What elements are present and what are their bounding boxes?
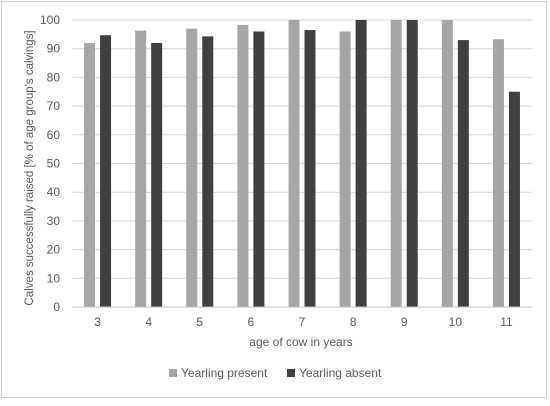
legend-label: Yearling absent [299,366,382,380]
x-tick-label: 5 [196,315,203,329]
bar [237,24,249,308]
bar [441,20,453,307]
y-tick-label: 40 [47,185,61,199]
bar [100,35,112,307]
bar [457,40,469,308]
bar [339,31,351,307]
x-tick-label: 9 [401,315,408,329]
y-tick-label: 70 [47,99,61,113]
bar [186,28,198,308]
x-tick-label: 3 [94,315,101,329]
bar [508,91,520,307]
bar [202,36,214,307]
bar [304,30,316,307]
y-tick-label: 100 [40,13,60,27]
y-tick-label: 20 [47,243,61,257]
y-axis-ticks: 0 10 20 30 40 50 60 70 80 90 100 [40,13,60,314]
x-tick-label: 10 [449,315,463,329]
x-tick-label: 7 [299,315,306,329]
bar [492,39,504,307]
bar [84,42,96,308]
x-tick-label: 4 [145,315,152,329]
y-tick-label: 50 [47,157,61,171]
y-tick-label: 60 [47,128,61,142]
legend-label: Yearling present [181,366,268,380]
y-tick-label: 30 [47,214,61,228]
bar [135,30,147,308]
bar [406,20,418,307]
y-tick-label: 90 [47,42,61,56]
gridlines [72,19,532,279]
y-tick-label: 10 [47,271,61,285]
bar [253,31,265,307]
legend-swatch [169,369,177,377]
legend: Yearling present Yearling absent [169,366,382,380]
x-axis-ticks: 3 4 5 6 7 8 9 10 11 [94,315,513,329]
chart-border [1,1,547,398]
y-axis-label: Calves successfully raised [% of age gro… [24,30,36,305]
x-tick-label: 8 [350,315,357,329]
y-tick-label: 0 [53,300,60,314]
legend-swatch [287,369,295,377]
bar [288,20,300,307]
bar [355,20,367,307]
bar [390,20,402,307]
x-tick-label: 11 [500,315,513,329]
x-axis-label: age of cow in years [249,335,352,349]
x-tick-label: 6 [248,315,255,329]
bar [151,42,163,308]
bars [84,20,520,308]
y-tick-label: 80 [47,70,61,84]
